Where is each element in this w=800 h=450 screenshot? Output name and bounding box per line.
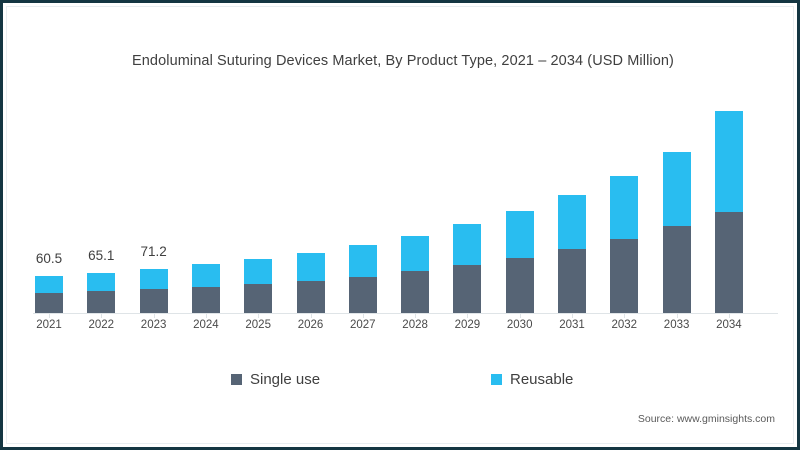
legend-swatch-reusable-icon [491,374,502,385]
bar-group[interactable] [35,275,63,314]
x-axis-tick-mark [676,313,678,318]
bar-segment-reusable[interactable] [139,268,168,290]
x-axis-label-2025: 2025 [245,319,271,331]
bar-segment-reusable[interactable] [296,253,325,281]
bar-segment-single-use[interactable] [558,249,586,314]
x-axis-label-2031: 2031 [559,319,585,331]
bar-segment-single-use[interactable] [662,226,691,314]
bar-group[interactable] [662,152,691,314]
x-axis-tick-mark [153,313,155,318]
chart-title: Endoluminal Suturing Devices Market, By … [132,53,674,69]
bar-segment-reusable[interactable] [662,152,691,227]
plot-area [33,98,773,314]
bar-segment-single-use[interactable] [453,265,482,314]
x-axis-label-2032: 2032 [611,319,638,331]
x-axis-label-2030: 2030 [506,319,533,331]
x-axis-label-2024: 2024 [193,319,219,331]
bar-group[interactable] [244,259,273,314]
bar-group[interactable] [610,175,639,314]
bar-group[interactable] [453,224,482,314]
bar-value-label: 60.5 [35,250,63,266]
bar-group[interactable] [87,272,116,314]
legend-label-reusable: Reusable [510,371,574,388]
bar-group[interactable] [505,211,534,314]
x-axis-label-2023: 2023 [140,319,167,331]
bar-segment-reusable[interactable] [35,275,63,294]
legend-swatch-single-use-icon [231,374,242,385]
x-axis-tick-mark [258,313,260,318]
x-axis-tick-mark [572,313,573,318]
legend-item-single-use[interactable]: Single use [231,371,320,388]
x-axis-tick-mark [467,313,469,318]
bar-segment-single-use[interactable] [244,284,273,314]
x-axis-tick-mark [101,313,103,318]
x-axis-line [33,313,778,314]
bar-segment-single-use[interactable] [401,271,430,314]
x-axis-label-2021: 2021 [36,319,62,331]
bar-segment-reusable[interactable] [714,110,743,213]
bar-segment-reusable[interactable] [401,235,430,272]
x-axis-tick-mark [49,313,50,318]
source-note: Source: www.gminsights.com [637,413,775,425]
bar-group[interactable] [714,110,743,314]
bar-segment-reusable[interactable] [558,194,586,250]
bar-segment-reusable[interactable] [505,211,534,259]
bar-segment-reusable[interactable] [348,245,377,277]
x-axis-label-2027: 2027 [350,319,376,331]
bar-segment-reusable[interactable] [191,264,220,287]
legend-item-reusable[interactable]: Reusable [491,371,573,388]
x-axis-tick-mark [362,313,364,318]
bar-group[interactable] [558,194,586,314]
bar-value-label: 65.1 [88,247,115,263]
x-axis-tick-mark [415,313,417,318]
x-axis-label-2028: 2028 [402,319,428,331]
bar-group[interactable] [401,235,430,314]
chart-legend: Single use Reusable [3,371,797,395]
bar-segment-single-use[interactable] [35,293,63,314]
x-axis-tick-mark [205,313,207,318]
bar-group[interactable] [191,264,220,314]
x-axis-label-2022: 2022 [88,319,115,331]
x-axis-tick-mark [310,313,312,318]
bar-segment-reusable[interactable] [453,224,482,266]
x-axis-label-2033: 2033 [663,319,690,331]
bar-segment-reusable[interactable] [610,175,639,240]
x-axis-tick-mark [728,313,730,318]
x-axis-label-2026: 2026 [297,319,324,331]
x-axis-tick-mark [624,313,626,318]
bar-group[interactable] [139,268,168,314]
bar-group[interactable] [296,253,325,314]
bar-segment-single-use[interactable] [610,239,639,314]
x-axis-tick-mark [519,313,521,318]
bar-segment-single-use[interactable] [348,276,377,314]
bar-segment-single-use[interactable] [296,280,325,314]
bar-segment-reusable[interactable] [87,272,116,292]
bar-segment-single-use[interactable] [191,287,220,314]
x-axis-label-2029: 2029 [454,319,481,331]
bar-segment-single-use[interactable] [87,291,116,314]
x-axis-label-2034: 2034 [716,319,742,331]
legend-label-single-use: Single use [250,371,321,388]
bar-segment-single-use[interactable] [714,212,743,314]
bar-value-label: 71.2 [140,243,167,259]
bar-segment-single-use[interactable] [139,289,168,314]
bar-segment-reusable[interactable] [244,259,273,285]
bar-segment-single-use[interactable] [505,258,534,314]
bar-group[interactable] [348,245,377,314]
